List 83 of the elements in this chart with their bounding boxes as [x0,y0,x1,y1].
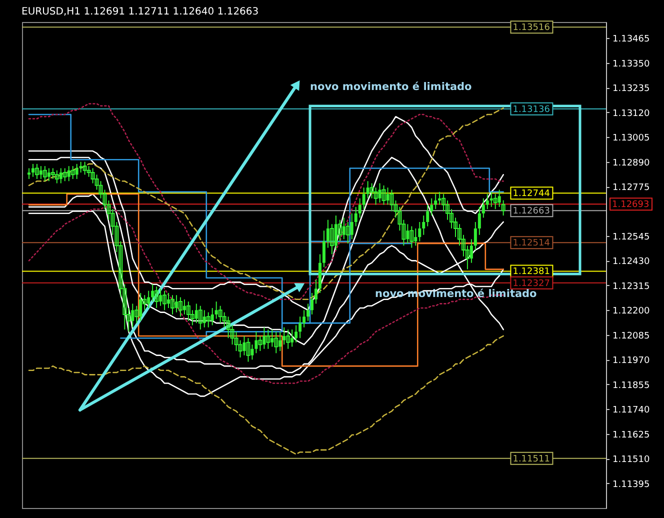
candlestick [426,204,430,227]
candlestick [186,301,190,322]
candlestick [266,329,270,350]
y-tick-label: 1.12430 [612,257,650,268]
ref-line-label: 1.13136 [512,104,550,115]
candlestick [478,206,481,236]
y-tick-label: 1.13120 [612,108,650,119]
chart-title: EURUSD,H1 1.12691 1.12711 1.12640 1.12663 [22,6,259,18]
ref-line-label: 1.13516 [512,23,550,34]
y-tick-label: 1.12200 [612,306,650,317]
ref-line-label: 1.11511 [512,454,550,464]
candlestick [282,326,286,346]
candlestick [254,331,258,354]
candlestick [151,284,154,302]
candlestick [206,312,210,328]
candlestick [82,161,87,176]
ref-line-label: 1.12744 [512,189,550,200]
ref-line-label: 1.12381 [512,267,550,278]
candlestick [218,305,222,324]
candlestick [358,198,362,218]
candlestick [438,191,442,206]
candlestick [434,194,438,210]
candlestick [170,294,174,315]
candlestick [374,187,378,206]
candlestick [430,198,434,216]
candlestick [42,166,47,182]
candlestick [486,194,489,210]
ref-line-label: 1.12693 [612,200,650,210]
y-tick-label: 1.12085 [612,331,650,342]
y-tick-label: 1.13235 [612,84,650,94]
candlestick [410,226,414,248]
ref-line-label: 1.12663 [512,206,550,217]
line-series [28,335,504,455]
candlestick [474,221,477,250]
candlestick [386,187,390,206]
y-tick-label: 1.13465 [612,34,650,45]
y-tick-label: 1.11970 [612,356,650,366]
y-tick-label: 1.11625 [612,430,650,440]
y-tick-label: 1.12890 [612,158,650,168]
candlestick [70,166,75,180]
y-tick-label: 1.13005 [612,134,650,144]
candlestick [246,338,250,362]
ref-line-label: 1.12327 [512,278,550,289]
candlestick [350,212,354,240]
candlestick [314,280,318,304]
candlestick [27,168,30,180]
candlestick [162,290,167,311]
candlestick [302,310,306,328]
annotation: novo movimento é limitado [310,81,472,93]
y-tick-label: 1.12545 [612,232,650,242]
candlestick [362,187,366,210]
y-tick-label: 1.11395 [612,480,650,490]
candlestick [306,303,310,322]
candlestick [242,335,246,356]
candlestick [493,194,498,210]
candlestick [50,168,55,180]
candlestick [62,168,67,182]
y-tick-label: 1.12315 [612,282,650,292]
candlestick [482,198,485,218]
candlestick [294,324,298,343]
candlestick [286,329,290,350]
ref-line-label: 1.12514 [512,238,550,249]
y-tick-label: 1.11510 [612,455,650,466]
candlestick [382,184,386,206]
candlestick [298,316,302,339]
candlestick [210,308,214,326]
candlestick [274,331,278,354]
candlestick [422,215,426,236]
y-tick-label: 1.13350 [612,59,650,70]
candlestick [198,305,202,330]
candlestick [310,292,314,315]
candlestick [154,286,159,309]
candlestick [75,163,78,180]
y-tick-label: 1.12775 [612,183,650,194]
candlestick [54,170,59,184]
candlestick [418,221,422,242]
candlestick [354,206,358,227]
y-tick-label: 1.11855 [612,380,650,391]
y-tick-label: 1.11740 [612,406,650,416]
candlestick [178,296,182,318]
candlestick [34,163,39,180]
candlestick [470,238,473,264]
candlestick [322,230,326,268]
